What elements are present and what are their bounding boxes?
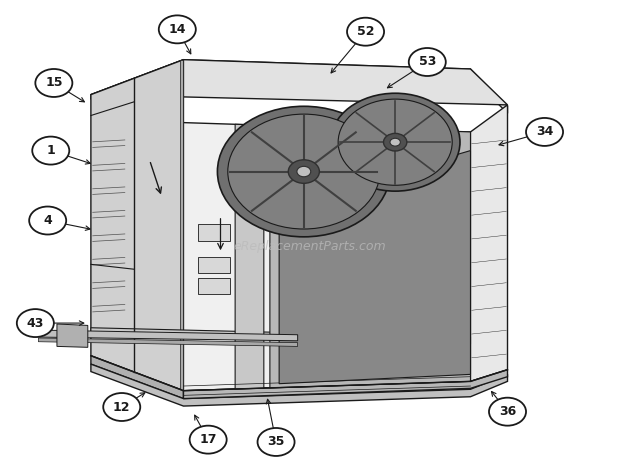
Ellipse shape bbox=[288, 160, 319, 183]
Text: 14: 14 bbox=[169, 23, 186, 36]
Polygon shape bbox=[91, 60, 184, 391]
Ellipse shape bbox=[390, 138, 401, 146]
Circle shape bbox=[32, 136, 69, 165]
Polygon shape bbox=[198, 257, 230, 273]
Text: 43: 43 bbox=[27, 317, 44, 330]
Text: 34: 34 bbox=[536, 125, 553, 138]
Text: eReplacementParts.com: eReplacementParts.com bbox=[234, 240, 386, 253]
Ellipse shape bbox=[330, 93, 460, 191]
Ellipse shape bbox=[228, 114, 380, 229]
Polygon shape bbox=[180, 60, 184, 391]
Circle shape bbox=[17, 309, 54, 337]
Polygon shape bbox=[471, 105, 508, 381]
Circle shape bbox=[190, 426, 227, 454]
Polygon shape bbox=[270, 125, 471, 388]
Circle shape bbox=[35, 69, 73, 97]
Ellipse shape bbox=[384, 133, 407, 151]
Circle shape bbox=[526, 118, 563, 146]
Polygon shape bbox=[38, 338, 298, 347]
Text: 35: 35 bbox=[267, 436, 285, 448]
Circle shape bbox=[347, 18, 384, 45]
Polygon shape bbox=[91, 60, 508, 113]
Polygon shape bbox=[198, 278, 230, 294]
Text: 12: 12 bbox=[113, 401, 130, 414]
Polygon shape bbox=[57, 324, 88, 348]
Polygon shape bbox=[184, 370, 508, 399]
Ellipse shape bbox=[338, 99, 452, 185]
Polygon shape bbox=[38, 330, 298, 341]
Ellipse shape bbox=[297, 166, 311, 177]
Polygon shape bbox=[198, 225, 230, 241]
Text: 1: 1 bbox=[46, 144, 55, 157]
Circle shape bbox=[489, 398, 526, 426]
Circle shape bbox=[104, 393, 140, 421]
Circle shape bbox=[29, 206, 66, 234]
Polygon shape bbox=[235, 124, 264, 389]
Circle shape bbox=[257, 428, 294, 456]
Polygon shape bbox=[91, 328, 471, 344]
Text: 4: 4 bbox=[43, 214, 52, 227]
Text: 52: 52 bbox=[356, 25, 374, 38]
Text: 15: 15 bbox=[45, 76, 63, 90]
Polygon shape bbox=[91, 356, 184, 399]
Polygon shape bbox=[91, 60, 508, 105]
Polygon shape bbox=[91, 364, 508, 406]
Polygon shape bbox=[184, 122, 471, 391]
Text: 53: 53 bbox=[418, 55, 436, 68]
Polygon shape bbox=[279, 151, 471, 384]
Text: 36: 36 bbox=[499, 405, 516, 418]
Ellipse shape bbox=[218, 106, 390, 237]
Circle shape bbox=[159, 15, 196, 43]
Circle shape bbox=[409, 48, 446, 76]
Text: 17: 17 bbox=[200, 433, 217, 446]
